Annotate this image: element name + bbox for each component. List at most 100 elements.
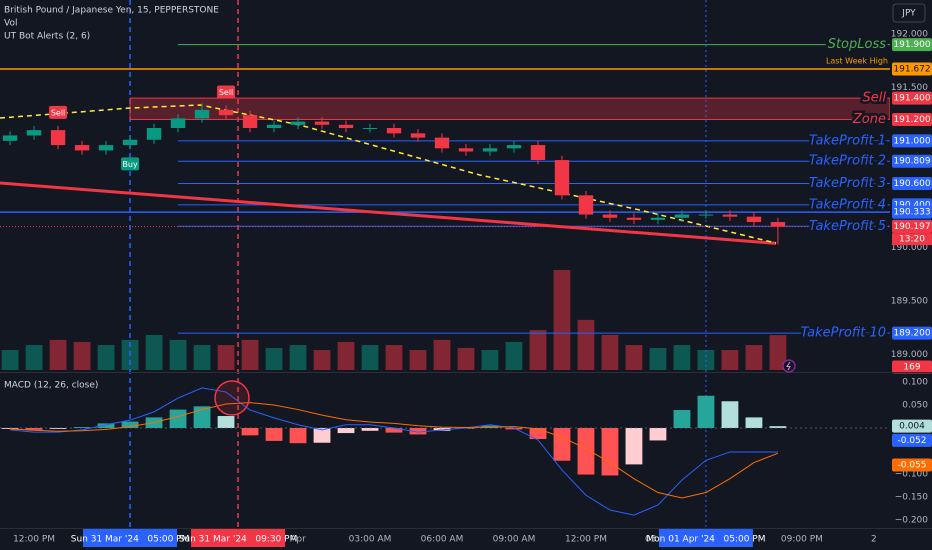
indicator-label: Vol [4,19,17,29]
indicator-label: UT Bot Alerts (2, 6) [4,32,90,42]
level-name: TakeProfit 4 [809,197,886,212]
macd-histogram-bar [217,416,235,428]
axis-badge [892,419,932,433]
axis-badge [892,220,932,234]
volume-bar [625,345,643,370]
countdown-badge [892,233,932,246]
x-tick-label: 06:00 AM [421,535,464,545]
chart-title: British Pound / Japanese Yen, 15, PEPPER… [4,6,219,16]
candle-body [314,121,330,125]
signal-label: Sell [51,108,65,117]
candle-body [242,115,258,128]
volume-bar [697,349,715,370]
candle-body [122,139,138,146]
candle-body [458,148,474,152]
volume-bar [745,345,763,370]
x-tick-label: 12:00 PM [565,535,607,545]
volume-bar [145,334,163,370]
axis-badge-label: -0.055 [897,460,926,470]
event-icon-bolt [786,361,791,371]
zone-name: Sell [863,91,887,106]
macd-histogram-bar [721,401,739,428]
axis-badge [892,154,932,168]
signal-badge [49,105,68,119]
x-tick-highlight [658,529,753,547]
candle-body [746,216,762,223]
candle-body [338,124,354,128]
signal-badge [121,157,140,171]
macd-title: MACD (12, 26, close) [4,381,98,391]
axis-badge-label: 191.000 [893,136,930,146]
volume-bar [265,347,283,370]
macd-histogram-bar [745,417,763,428]
x-tick-label: 03:00 [645,535,671,545]
macd-histogram-bar [577,427,595,475]
candle-body [770,222,786,227]
countdown: 13:20 [899,235,925,245]
axis-badge-label: 191.900 [893,40,930,50]
macd-tick-label: −0.200 [895,516,929,526]
candle-body [722,214,738,217]
axis-badge [892,38,932,52]
y-tick-label: 190.000 [891,243,928,253]
volume-bar [361,345,379,370]
macd-histogram-bar [25,427,43,430]
volume-bar [721,349,739,370]
axis-badge-label: 169 [903,363,920,373]
macd-histogram-bar [625,427,643,465]
highlight-circle [214,380,250,416]
level-name: TakeProfit 5 [809,219,886,234]
volume-bar [241,339,259,370]
price-axis [890,0,932,528]
candle-body [578,195,594,215]
macd-histogram-bar [361,427,379,431]
volume-bar [481,349,499,370]
axis-badge [892,433,932,447]
axis-badge-label: 190.333 [893,208,930,218]
macd-histogram-bar [169,409,187,428]
macd-histogram-bar [649,427,667,441]
macd-histogram-bar [313,427,331,443]
x-tick-label: 09:00 PM [781,535,823,545]
macd-line [10,387,778,516]
volume-bar [217,345,235,370]
macd-histogram-bar [265,427,283,441]
candle-body [386,127,402,134]
volume-bar [433,339,451,370]
axis-badge [892,91,932,105]
level-name: TakeProfit 1 [809,133,886,148]
volume-bar [49,339,67,370]
macd-histogram-bar [673,410,691,428]
volume-bar [769,335,787,370]
currency-button[interactable] [892,3,926,23]
x-tick-label: Mon 01 Apr '24 05:00 PM [646,535,765,545]
volume-bar [673,345,691,370]
axis-badge [892,205,932,219]
axis-badge-label: 0.004 [899,422,925,432]
macd-histogram-bar [97,423,115,428]
x-tick-label: 03:00 AM [349,535,392,545]
candle-body [506,145,522,149]
zone-name: Zone [852,112,886,127]
level-name: Last Week High [826,57,888,66]
candle-body [146,127,162,140]
candle-body [290,121,306,125]
x-tick-label: 12:00 PM [13,535,55,545]
candle-body [362,127,378,129]
candle-body [530,145,546,161]
x-tick-label: Sun 31 Mar '24 09:30 PM [179,535,298,545]
signal-label: Buy [122,160,138,169]
volume-bar [409,349,427,370]
axis-badge-label: 189.200 [893,329,930,339]
x-tick-label: 2 [871,535,877,545]
macd-histogram-bar [73,427,91,428]
signal-label: Sell [219,88,233,97]
axis-badge-label: 191.200 [893,115,930,125]
macd-line [10,402,779,499]
macd-histogram-bar [409,427,427,435]
level-name: TakeProfit 10 [801,326,886,341]
candle-body [194,109,210,119]
level-name: TakeProfit 3 [809,176,886,191]
macd-histogram-bar [601,427,619,476]
